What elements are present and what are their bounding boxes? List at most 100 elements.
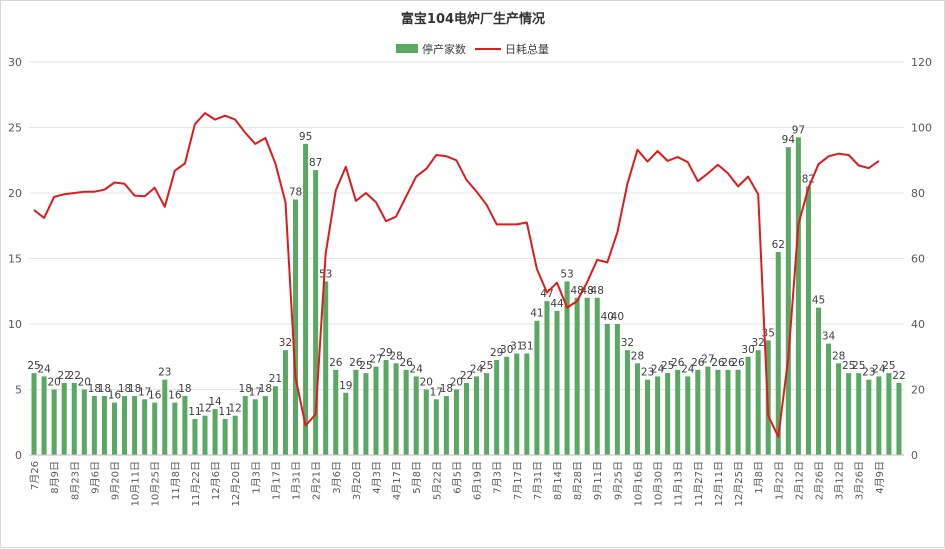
bar bbox=[313, 170, 319, 455]
bar bbox=[574, 297, 580, 455]
bar-data-label: 26 bbox=[671, 357, 685, 369]
bar bbox=[403, 369, 409, 455]
bar-data-label: 11 bbox=[218, 406, 231, 418]
bar-data-label: 18 bbox=[239, 383, 252, 395]
bar bbox=[182, 396, 188, 455]
bar bbox=[715, 369, 721, 455]
bar bbox=[795, 137, 801, 455]
bar bbox=[514, 353, 520, 455]
bar bbox=[655, 376, 661, 455]
bar bbox=[333, 369, 339, 455]
bar bbox=[31, 373, 37, 455]
bar-data-label: 28 bbox=[389, 350, 402, 362]
bar-data-label: 44 bbox=[550, 298, 564, 310]
x-tick-label: 7月17日 bbox=[512, 461, 524, 500]
gridlines bbox=[29, 61, 904, 390]
x-tick-label: 3月6日 bbox=[331, 461, 343, 494]
bar-data-label: 18 bbox=[88, 383, 101, 395]
bar-data-label: 20 bbox=[450, 377, 463, 389]
x-tick-label: 2月12日 bbox=[793, 461, 805, 500]
x-tick-label: 7月26 bbox=[29, 461, 41, 490]
bar bbox=[554, 310, 560, 455]
x-tick-label: 3月26日 bbox=[854, 461, 866, 500]
bar-data-label: 27 bbox=[369, 354, 382, 366]
bar-data-label: 18 bbox=[178, 383, 191, 395]
bar bbox=[665, 373, 671, 455]
bar bbox=[101, 396, 107, 455]
y-left-tick-label: 5 bbox=[15, 384, 22, 397]
bar bbox=[272, 386, 278, 455]
x-tick-label: 4月17日 bbox=[391, 461, 403, 500]
y-right-tick-label: 0 bbox=[911, 449, 918, 462]
bar bbox=[584, 297, 590, 455]
bar-data-label: 18 bbox=[118, 383, 131, 395]
bar bbox=[282, 350, 288, 455]
bar bbox=[423, 389, 429, 455]
bar-data-label: 29 bbox=[379, 347, 392, 359]
bar-data-label: 12 bbox=[198, 403, 211, 415]
legend-label-line: 日耗总量 bbox=[505, 42, 549, 56]
bar bbox=[242, 396, 248, 455]
bar-data-label: 32 bbox=[279, 337, 292, 349]
bar bbox=[111, 402, 118, 455]
bar bbox=[524, 353, 530, 455]
bar bbox=[745, 356, 751, 455]
bar-data-label: 31 bbox=[510, 340, 523, 352]
bar-data-label: 21 bbox=[269, 373, 282, 385]
bar bbox=[463, 382, 470, 455]
bar bbox=[705, 366, 711, 455]
y-left-tick-label: 15 bbox=[8, 253, 22, 266]
x-tick-label: 2月26日 bbox=[814, 461, 826, 500]
x-tick-label: 3月20日 bbox=[351, 461, 363, 500]
x-tick-label: 9月25日 bbox=[612, 461, 624, 500]
x-tick-label: 8月23日 bbox=[69, 461, 81, 500]
x-tick-label: 11月8日 bbox=[170, 461, 182, 500]
bar-data-label: 20 bbox=[47, 377, 60, 389]
bar-data-label: 48 bbox=[591, 285, 604, 297]
x-tick-label: 7月31日 bbox=[532, 461, 544, 500]
legend-label-bars: 停产家数 bbox=[422, 42, 466, 56]
bar-data-label: 78 bbox=[289, 187, 302, 199]
bar-data-label: 45 bbox=[812, 295, 825, 307]
y-right-tick-label: 80 bbox=[911, 187, 925, 200]
bar-data-label: 19 bbox=[339, 380, 352, 392]
bar bbox=[504, 356, 510, 455]
bar bbox=[162, 379, 168, 455]
bar bbox=[484, 373, 490, 455]
bar-data-label: 62 bbox=[772, 239, 785, 251]
x-tick-label: 1月22日 bbox=[773, 461, 785, 500]
bar-data-label: 24 bbox=[651, 363, 665, 375]
x-tick-label: 2月21日 bbox=[311, 461, 323, 500]
bar-data-label: 14 bbox=[208, 396, 222, 408]
x-tick-label: 10月11日 bbox=[130, 461, 142, 506]
y-right-tick-label: 20 bbox=[911, 384, 925, 397]
bar bbox=[474, 376, 480, 455]
x-tick-label: 11月13日 bbox=[673, 461, 685, 506]
bar bbox=[202, 415, 208, 455]
bar-data-label: 25 bbox=[882, 360, 895, 372]
bar-data-label: 16 bbox=[148, 390, 162, 402]
bar bbox=[534, 320, 540, 455]
bar-data-label: 25 bbox=[842, 360, 855, 372]
x-tick-label: 1月31日 bbox=[291, 461, 303, 500]
bar bbox=[293, 199, 299, 455]
bar bbox=[172, 402, 178, 455]
bar bbox=[343, 392, 349, 455]
bar bbox=[826, 343, 832, 455]
bar bbox=[373, 366, 379, 455]
bar-data-label: 40 bbox=[611, 311, 624, 323]
bar bbox=[675, 369, 681, 455]
y-right-tick-label: 60 bbox=[911, 253, 925, 266]
bar bbox=[132, 396, 138, 455]
bar-data-label: 20 bbox=[420, 377, 433, 389]
bar-data-label: 30 bbox=[741, 344, 754, 356]
bar-data-label: 22 bbox=[460, 370, 473, 382]
bar-data-label: 25 bbox=[852, 360, 865, 372]
bar bbox=[685, 376, 691, 455]
bar-data-label: 26 bbox=[399, 357, 413, 369]
bar-data-label: 53 bbox=[560, 268, 573, 280]
bar-data-label: 22 bbox=[58, 370, 71, 382]
y-left-tick-label: 0 bbox=[15, 449, 22, 462]
x-tick-label: 9月20日 bbox=[109, 461, 121, 500]
bar-data-label: 16 bbox=[168, 390, 182, 402]
